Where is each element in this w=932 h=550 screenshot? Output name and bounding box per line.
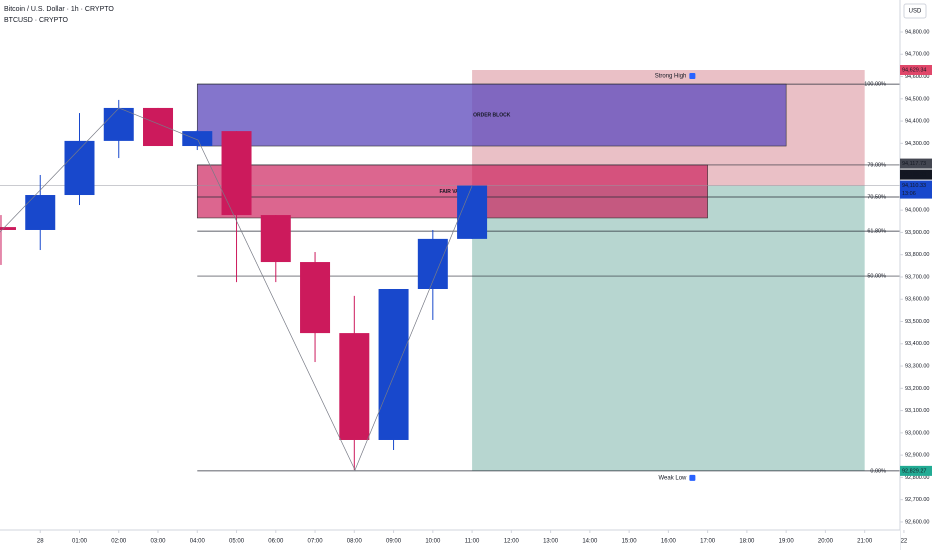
zone <box>196 164 708 219</box>
x-tick-label: 12:00 <box>504 539 520 545</box>
price-label: 94,110.33 <box>902 172 926 178</box>
x-tick-label: 28 <box>37 539 44 545</box>
fib-label: 0.00% <box>870 468 886 474</box>
x-tick-label: 04:00 <box>190 539 206 545</box>
x-tick-label: 11:00 <box>465 539 480 545</box>
candle-body <box>378 288 409 440</box>
candle-body <box>64 140 95 196</box>
x-tick-label: 15:00 <box>622 539 638 545</box>
y-tick-label: 94,600.00 <box>905 74 929 80</box>
x-tick-label: 05:00 <box>229 539 245 545</box>
fib-label: 70.50% <box>867 194 886 200</box>
y-tick-label: 93,800.00 <box>905 252 929 258</box>
position-reward <box>472 185 865 471</box>
x-tick-label: 02:00 <box>111 539 127 545</box>
price-label: 94,110.33 <box>902 183 926 189</box>
y-tick-label: 94,800.00 <box>905 29 929 35</box>
weak-low-label: Weak Low <box>658 475 687 481</box>
x-tick-label: 22 <box>901 539 908 545</box>
y-tick-label: 93,500.00 <box>905 319 929 325</box>
fib-label: 61.80% <box>867 229 886 235</box>
currency-box[interactable] <box>903 3 927 19</box>
time-axis <box>0 530 900 550</box>
y-tick-label: 93,700.00 <box>905 274 929 280</box>
candle-body <box>25 195 56 230</box>
price-label: 94,117.73 <box>902 161 926 167</box>
fib-label: 79.00% <box>867 162 886 168</box>
y-tick-label: 92,800.00 <box>905 475 929 481</box>
zigzag <box>0 107 473 471</box>
candle-body <box>103 107 134 141</box>
x-tick-label: 16:00 <box>661 539 677 545</box>
candle-body <box>457 185 488 239</box>
price-label-box <box>900 169 932 180</box>
candle-body <box>182 131 213 147</box>
fib-label: 100.00% <box>864 82 886 88</box>
y-tick-label: 93,900.00 <box>905 230 929 236</box>
y-tick-label: 93,200.00 <box>905 386 929 392</box>
y-tick-label: 94,400.00 <box>905 119 929 125</box>
y-tick-label: 94,000.00 <box>905 208 929 214</box>
price-label-box <box>900 65 932 76</box>
price-label-box <box>900 158 932 169</box>
candle-body <box>260 215 291 263</box>
y-tick-label: 92,900.00 <box>905 453 929 459</box>
icon <box>689 73 696 80</box>
candle-body <box>0 227 16 230</box>
x-tick-label: 21:00 <box>857 539 873 545</box>
x-tick-label: 10:00 <box>425 539 441 545</box>
x-tick-label: 18:00 <box>739 539 755 545</box>
candle-body <box>221 131 252 216</box>
plot: Strong High Weak Low ORDER BLOCK FAIR VALU 1… <box>0 70 900 481</box>
x-tick-label: 06:00 <box>268 539 284 545</box>
y-tick-label: 94,700.00 <box>905 52 929 58</box>
price-axis <box>900 0 932 550</box>
price-label: 94,629.34 <box>902 67 926 73</box>
x-tick-label: 09:00 <box>386 539 402 545</box>
zone-label: FAIR VALU <box>439 189 465 195</box>
candle-body <box>339 333 370 440</box>
x-tick-label: 03:00 <box>151 539 167 545</box>
x-tick-label: 17:00 <box>700 539 716 545</box>
x-tick-label: 20:00 <box>818 539 834 545</box>
price-label-box <box>900 180 932 199</box>
x-tick-label: 19:00 <box>779 539 795 545</box>
y-tick-label: 93,400.00 <box>905 341 929 347</box>
x-tick-label: 07:00 <box>308 539 324 545</box>
chart-title: Bitcoin / U.S. Dollar · 1h · CRYPTO <box>4 6 114 13</box>
y-tick-label: 93,000.00 <box>905 430 929 436</box>
x-tick-label: 08:00 <box>347 539 363 545</box>
y-tick-label: 94,500.00 <box>905 96 929 102</box>
y-tick-label: 93,600.00 <box>905 297 929 303</box>
zone-label: ORDER BLOCK <box>473 112 511 118</box>
currency: USD <box>909 9 922 15</box>
price-label-box <box>900 465 932 476</box>
icon <box>689 474 696 481</box>
candle-body <box>300 262 331 334</box>
y-tick-label: 94,300.00 <box>905 141 929 147</box>
price-label: 92,829.27 <box>902 468 926 474</box>
strong-high-label: Strong High <box>655 74 687 80</box>
candle-body <box>143 107 174 147</box>
x-tick-label: 01:00 <box>72 539 88 545</box>
x-tick-label: 13:00 <box>543 539 559 545</box>
y-tick-label: 92,700.00 <box>905 497 929 503</box>
fib-label: 50.00% <box>867 274 886 280</box>
y-tick-label: 92,600.00 <box>905 519 929 525</box>
y-tick-label: 93,300.00 <box>905 364 929 370</box>
zone <box>196 83 787 147</box>
y-tick-label: 93,100.00 <box>905 408 929 414</box>
chart-subtitle: BTCUSD · CRYPTO <box>4 17 68 24</box>
x-tick-label: 14:00 <box>582 539 598 545</box>
countdown: 13:06 <box>902 191 916 197</box>
